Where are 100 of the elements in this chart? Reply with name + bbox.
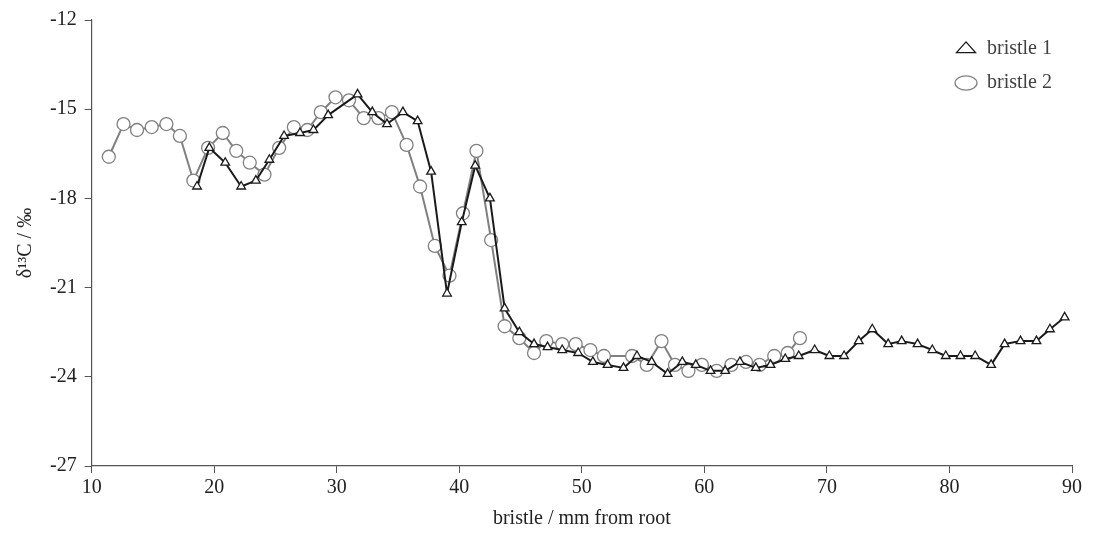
point <box>352 88 363 98</box>
point <box>529 338 540 348</box>
point <box>1059 311 1070 321</box>
point <box>456 216 467 226</box>
point <box>596 348 612 364</box>
point <box>646 356 657 366</box>
point <box>497 319 512 334</box>
point <box>129 122 145 138</box>
point <box>662 368 673 377</box>
point <box>618 362 629 372</box>
x-tick-label: 80 <box>939 475 960 498</box>
point <box>896 335 907 345</box>
point <box>399 137 414 153</box>
point <box>677 356 688 366</box>
point <box>236 180 247 190</box>
point <box>116 116 131 132</box>
point <box>824 350 835 360</box>
point <box>793 350 804 360</box>
point <box>499 302 510 312</box>
point <box>279 130 290 140</box>
point <box>780 353 791 363</box>
point <box>172 128 188 144</box>
point <box>144 119 159 135</box>
point <box>1044 323 1055 333</box>
point <box>767 348 782 364</box>
x-axis-title: bristle / mm from root <box>492 506 672 529</box>
point <box>356 110 371 126</box>
x-tick-label: 50 <box>571 475 592 498</box>
point <box>526 345 542 361</box>
x-tick-label: 20 <box>204 475 225 498</box>
point <box>412 115 423 125</box>
point <box>557 344 568 354</box>
point <box>220 157 231 166</box>
point <box>750 362 761 372</box>
point <box>970 350 981 360</box>
point <box>883 338 894 348</box>
x-tick-label: 90 <box>1062 475 1082 498</box>
point <box>384 105 400 120</box>
point <box>955 350 966 360</box>
point <box>734 356 745 366</box>
point <box>690 359 701 369</box>
point <box>809 344 820 354</box>
point <box>542 341 553 351</box>
point <box>412 179 428 194</box>
point <box>568 336 583 352</box>
point <box>323 109 334 119</box>
point <box>853 335 864 345</box>
point <box>573 347 584 357</box>
point <box>927 344 938 354</box>
x-tick-label: 70 <box>816 475 837 498</box>
point <box>469 143 484 158</box>
point <box>720 365 731 374</box>
point <box>839 350 850 360</box>
point <box>159 116 174 132</box>
y-tick-label: -15 <box>49 96 77 119</box>
point <box>382 118 392 128</box>
point <box>367 106 378 116</box>
x-tick-label: 60 <box>694 475 715 498</box>
y-tick-label: -12 <box>49 7 77 30</box>
point <box>484 192 495 202</box>
point <box>867 323 878 333</box>
point <box>912 338 923 348</box>
point <box>940 350 951 360</box>
legend-label: bristle 2 <box>987 70 1053 93</box>
point <box>215 125 230 141</box>
x-tick-label: 30 <box>326 475 347 498</box>
point <box>264 154 275 163</box>
point <box>397 106 408 116</box>
point <box>602 359 613 369</box>
point <box>681 363 696 378</box>
point <box>654 333 669 349</box>
legend-label: bristle 1 <box>987 36 1053 59</box>
point <box>192 180 203 190</box>
point <box>470 160 481 169</box>
point <box>242 155 257 170</box>
point <box>587 356 598 366</box>
point <box>328 90 343 105</box>
point <box>427 238 442 254</box>
point <box>514 326 525 336</box>
y-tick-label: -21 <box>49 274 77 297</box>
point <box>583 342 598 358</box>
point <box>765 359 776 369</box>
x-tick-label: 40 <box>449 475 470 498</box>
y-axis-title: δ¹³C / ‰ <box>13 207 36 279</box>
point <box>286 119 302 135</box>
point <box>986 359 997 369</box>
point <box>1031 335 1042 345</box>
point <box>308 124 319 134</box>
point <box>295 127 305 137</box>
point <box>204 142 215 151</box>
x-tick-label: 10 <box>81 475 102 498</box>
point <box>229 143 244 158</box>
point <box>792 331 808 346</box>
point <box>426 165 437 175</box>
point <box>101 149 116 164</box>
y-tick-label: -24 <box>49 364 77 387</box>
point <box>250 174 261 184</box>
y-tick-label: -18 <box>49 185 77 208</box>
y-tick-label: -27 <box>49 453 77 476</box>
point <box>1015 335 1026 345</box>
